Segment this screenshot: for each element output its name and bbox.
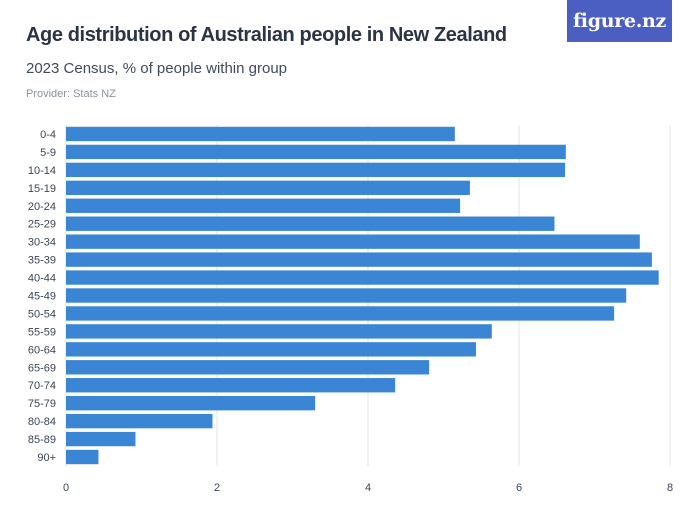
x-tick-label: 4 (365, 482, 371, 494)
x-tick-label: 0 (63, 482, 69, 494)
category-label: 50-54 (28, 308, 56, 320)
bar-35-39[interactable] (66, 252, 652, 267)
bar-45-49[interactable] (66, 288, 627, 303)
chart-subtitle: 2023 Census, % of people within group (26, 60, 288, 77)
category-label: 5-9 (40, 147, 56, 159)
x-tick-label: 2 (214, 482, 220, 494)
bar-75-79[interactable] (66, 396, 316, 411)
chart-title: Age distribution of Australian people in… (26, 24, 507, 46)
bar-40-44[interactable] (66, 270, 659, 285)
x-tick-label: 6 (516, 482, 522, 494)
bar-30-34[interactable] (66, 234, 640, 249)
category-label: 90+ (37, 452, 56, 464)
category-label: 10-14 (28, 165, 56, 177)
category-label: 60-64 (28, 344, 56, 356)
bar-90+[interactable] (66, 449, 99, 465)
category-label: 70-74 (28, 380, 56, 392)
category-label: 55-59 (28, 326, 56, 338)
bar-80-84[interactable] (66, 413, 213, 429)
category-label: 80-84 (28, 416, 56, 428)
bar-15-19[interactable] (66, 180, 470, 195)
provider-text: Provider: Stats NZ (26, 88, 116, 100)
category-label: 0-4 (40, 129, 56, 141)
bar-0-4[interactable] (66, 126, 455, 142)
x-tick-label: 8 (667, 482, 673, 494)
bar-20-24[interactable] (66, 198, 461, 213)
bar-50-54[interactable] (66, 306, 615, 321)
bar-60-64[interactable] (66, 342, 476, 357)
bar-65-69[interactable] (66, 360, 430, 375)
category-label: 20-24 (28, 201, 56, 213)
x-tick-labels: 0 2 4 6 8 (63, 482, 673, 494)
category-label: 25-29 (28, 219, 56, 231)
figure-nz-logo[interactable]: figure.nz (567, 0, 672, 42)
category-label: 45-49 (28, 291, 56, 303)
bar-85-89[interactable] (66, 431, 136, 447)
bar-70-74[interactable] (66, 378, 396, 393)
bar-5-9[interactable] (66, 144, 566, 160)
bar-25-29[interactable] (66, 216, 555, 231)
bar-10-14[interactable] (66, 162, 566, 178)
bar-55-59[interactable] (66, 324, 492, 339)
category-label: 40-44 (28, 273, 56, 285)
bars (66, 126, 659, 465)
category-label: 35-39 (28, 255, 56, 267)
category-label: 75-79 (28, 398, 56, 410)
category-label: 15-19 (28, 183, 56, 195)
category-label: 65-69 (28, 362, 56, 374)
category-labels: 0-4 5-9 10-14 15-19 20-24 25-29 30-34 35-39 40-4… (28, 129, 56, 464)
category-label: 30-34 (28, 237, 56, 249)
category-label: 85-89 (28, 434, 56, 446)
